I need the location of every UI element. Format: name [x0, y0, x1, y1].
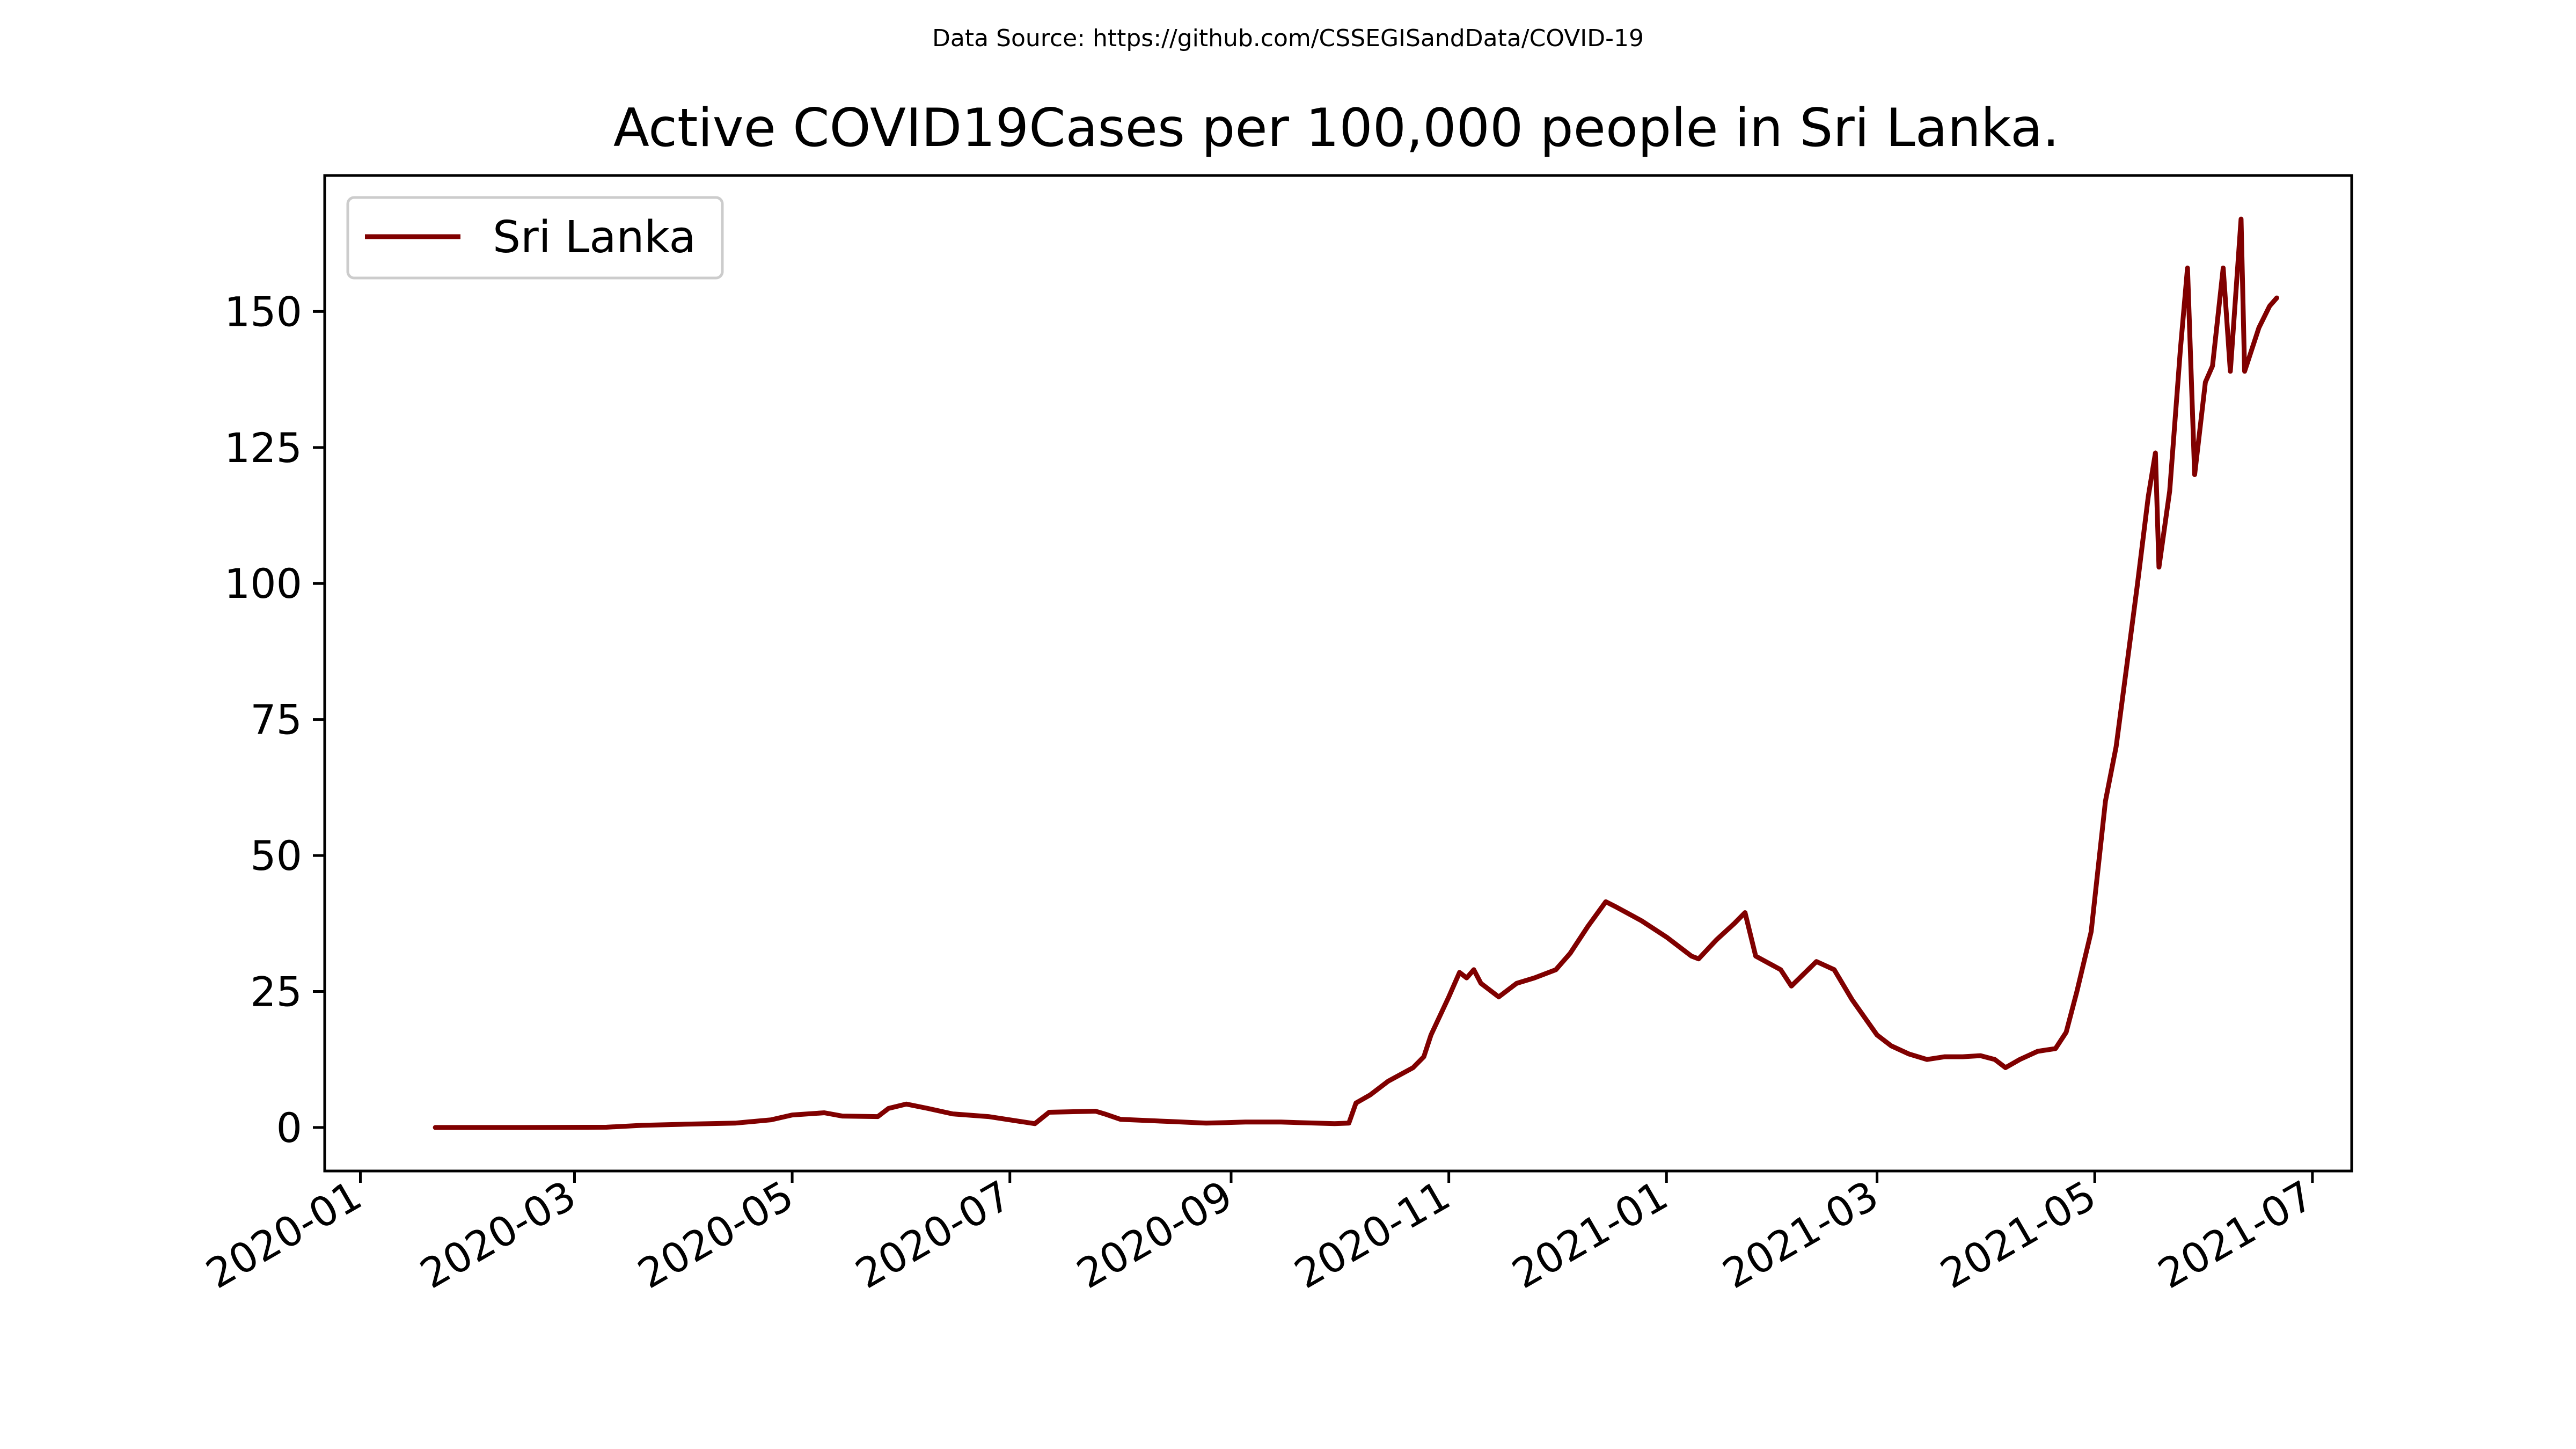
x-tick-label: 2020-05 [630, 1172, 802, 1298]
y-tick-label: 100 [224, 560, 302, 608]
legend: Sri Lanka [346, 196, 724, 280]
x-tick-label: 2021-03 [1715, 1172, 1886, 1298]
y-tick-label: 150 [224, 288, 302, 335]
x-tick-label: 2021-07 [2150, 1172, 2322, 1298]
y-tick-label: 0 [276, 1104, 302, 1152]
plot-frame [323, 174, 2353, 1173]
series-line-sri-lanka [433, 216, 2279, 1130]
x-tick-label: 2021-05 [1933, 1172, 2104, 1298]
data-source-note: Data Source: https://github.com/CSSEGISa… [932, 25, 1644, 52]
y-tick-label: 75 [250, 696, 302, 744]
legend-box [346, 196, 724, 280]
y-tick-label: 125 [224, 424, 302, 472]
x-tick-label: 2020-07 [847, 1172, 1019, 1298]
x-tick-label: 2021-01 [1504, 1172, 1676, 1298]
y-tick-label: 25 [250, 968, 302, 1015]
y-axis: 0 25 50 75 100 125 150 [224, 288, 325, 1152]
x-tick-label: 2020-01 [198, 1172, 370, 1298]
x-tick-label: 2020-09 [1069, 1172, 1241, 1298]
chart-title: Active COVID19Cases per 100,000 people i… [613, 98, 2059, 159]
legend-label-sri-lanka: Sri Lanka [493, 212, 696, 263]
plot-area [325, 175, 2352, 1171]
x-tick-label: 2020-03 [412, 1172, 584, 1298]
x-axis: 2020-01 2020-03 2020-05 2020-07 2020-09 2020-… [198, 1171, 2322, 1298]
y-tick-label: 50 [250, 832, 302, 880]
x-tick-label: 2020-11 [1286, 1172, 1458, 1298]
